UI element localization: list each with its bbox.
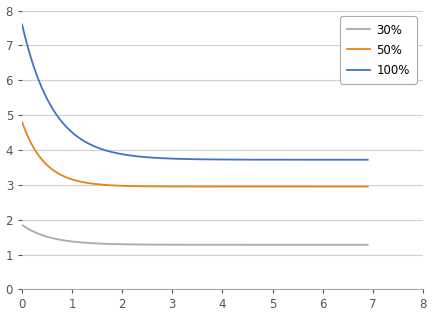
50% [178, 184, 184, 188]
50% [37, 155, 42, 159]
30% [292, 243, 297, 247]
30% [355, 243, 360, 247]
100% [187, 157, 193, 161]
100% [292, 158, 297, 162]
50% [365, 185, 370, 189]
30% [355, 243, 360, 247]
Line: 30%: 30% [22, 225, 368, 245]
50% [187, 184, 193, 188]
Line: 50%: 50% [22, 122, 368, 187]
50% [355, 185, 360, 189]
100% [355, 158, 360, 162]
50% [292, 185, 297, 189]
30% [365, 243, 370, 247]
100% [178, 157, 184, 161]
50% [19, 120, 25, 124]
30% [37, 232, 42, 236]
100% [355, 158, 360, 162]
100% [19, 23, 25, 26]
30% [19, 223, 25, 227]
50% [355, 185, 360, 189]
100% [365, 158, 370, 162]
30% [187, 243, 193, 247]
100% [37, 81, 42, 85]
Line: 100%: 100% [22, 24, 368, 160]
Legend: 30%, 50%, 100%: 30%, 50%, 100% [340, 16, 417, 84]
30% [178, 243, 184, 247]
